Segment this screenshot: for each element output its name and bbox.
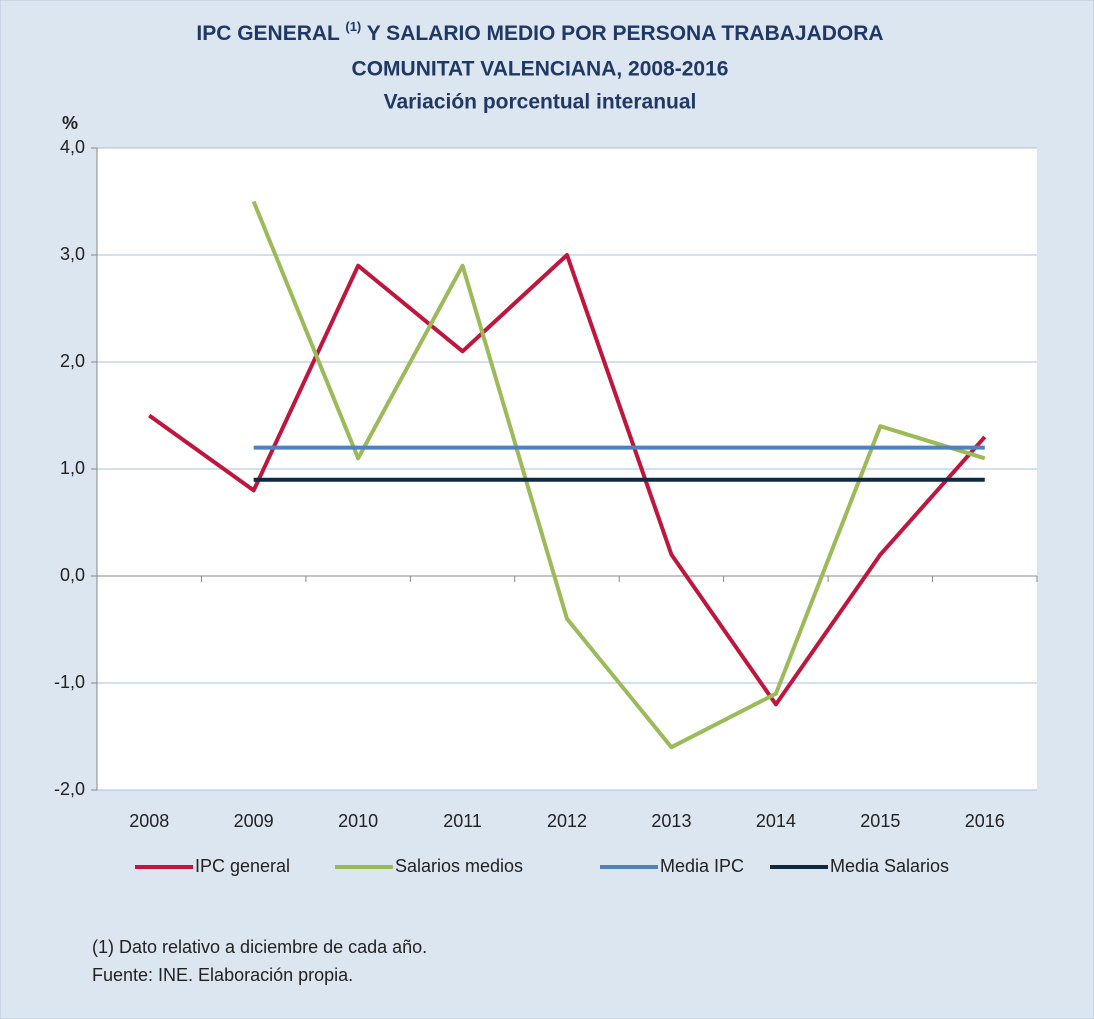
- chart-subtitle: Variación porcentual interanual: [384, 91, 697, 114]
- x-tick-label: 2008: [129, 811, 169, 831]
- x-tick-label: 2013: [651, 811, 691, 831]
- legend-label: Salarios medios: [395, 856, 523, 876]
- title-note: (1): [345, 19, 361, 34]
- chart-title-line: COMUNITAT VALENCIANA, 2008-2016: [352, 58, 729, 81]
- x-tick-label: 2010: [338, 811, 378, 831]
- y-tick-label: 2,0: [60, 351, 85, 371]
- y-tick-label: -1,0: [54, 672, 85, 692]
- x-tick-label: 2014: [756, 811, 796, 831]
- series-line: [251, 200, 986, 750]
- title-part: IPC GENERAL: [196, 22, 340, 45]
- series-line: [148, 253, 987, 707]
- y-tick-label: -2,0: [54, 779, 85, 799]
- y-tick-label: 1,0: [60, 458, 85, 478]
- legend-label: Media Salarios: [830, 856, 949, 876]
- chart-title: IPC GENERAL (1) Y SALARIO MEDIO POR PERS…: [196, 16, 883, 45]
- x-tick-label: 2012: [547, 811, 587, 831]
- x-tick-label: 2011: [443, 811, 482, 831]
- y-tick-label: 4,0: [60, 137, 85, 157]
- footnote: (1) Dato relativo a diciembre de cada añ…: [92, 937, 427, 957]
- y-tick-label: 3,0: [60, 244, 85, 264]
- x-tick-label: 2009: [234, 811, 274, 831]
- x-tick-label: 2015: [860, 811, 900, 831]
- title-part: Y SALARIO MEDIO POR PERSONA TRABAJADORA: [367, 22, 884, 45]
- y-axis-label: %: [62, 113, 78, 133]
- x-tick-label: 2016: [965, 811, 1005, 831]
- footnote: Fuente: INE. Elaboración propia.: [92, 965, 353, 985]
- legend-label: Media IPC: [660, 856, 744, 876]
- legend-label: IPC general: [195, 856, 290, 876]
- y-tick-label: 0,0: [60, 565, 85, 585]
